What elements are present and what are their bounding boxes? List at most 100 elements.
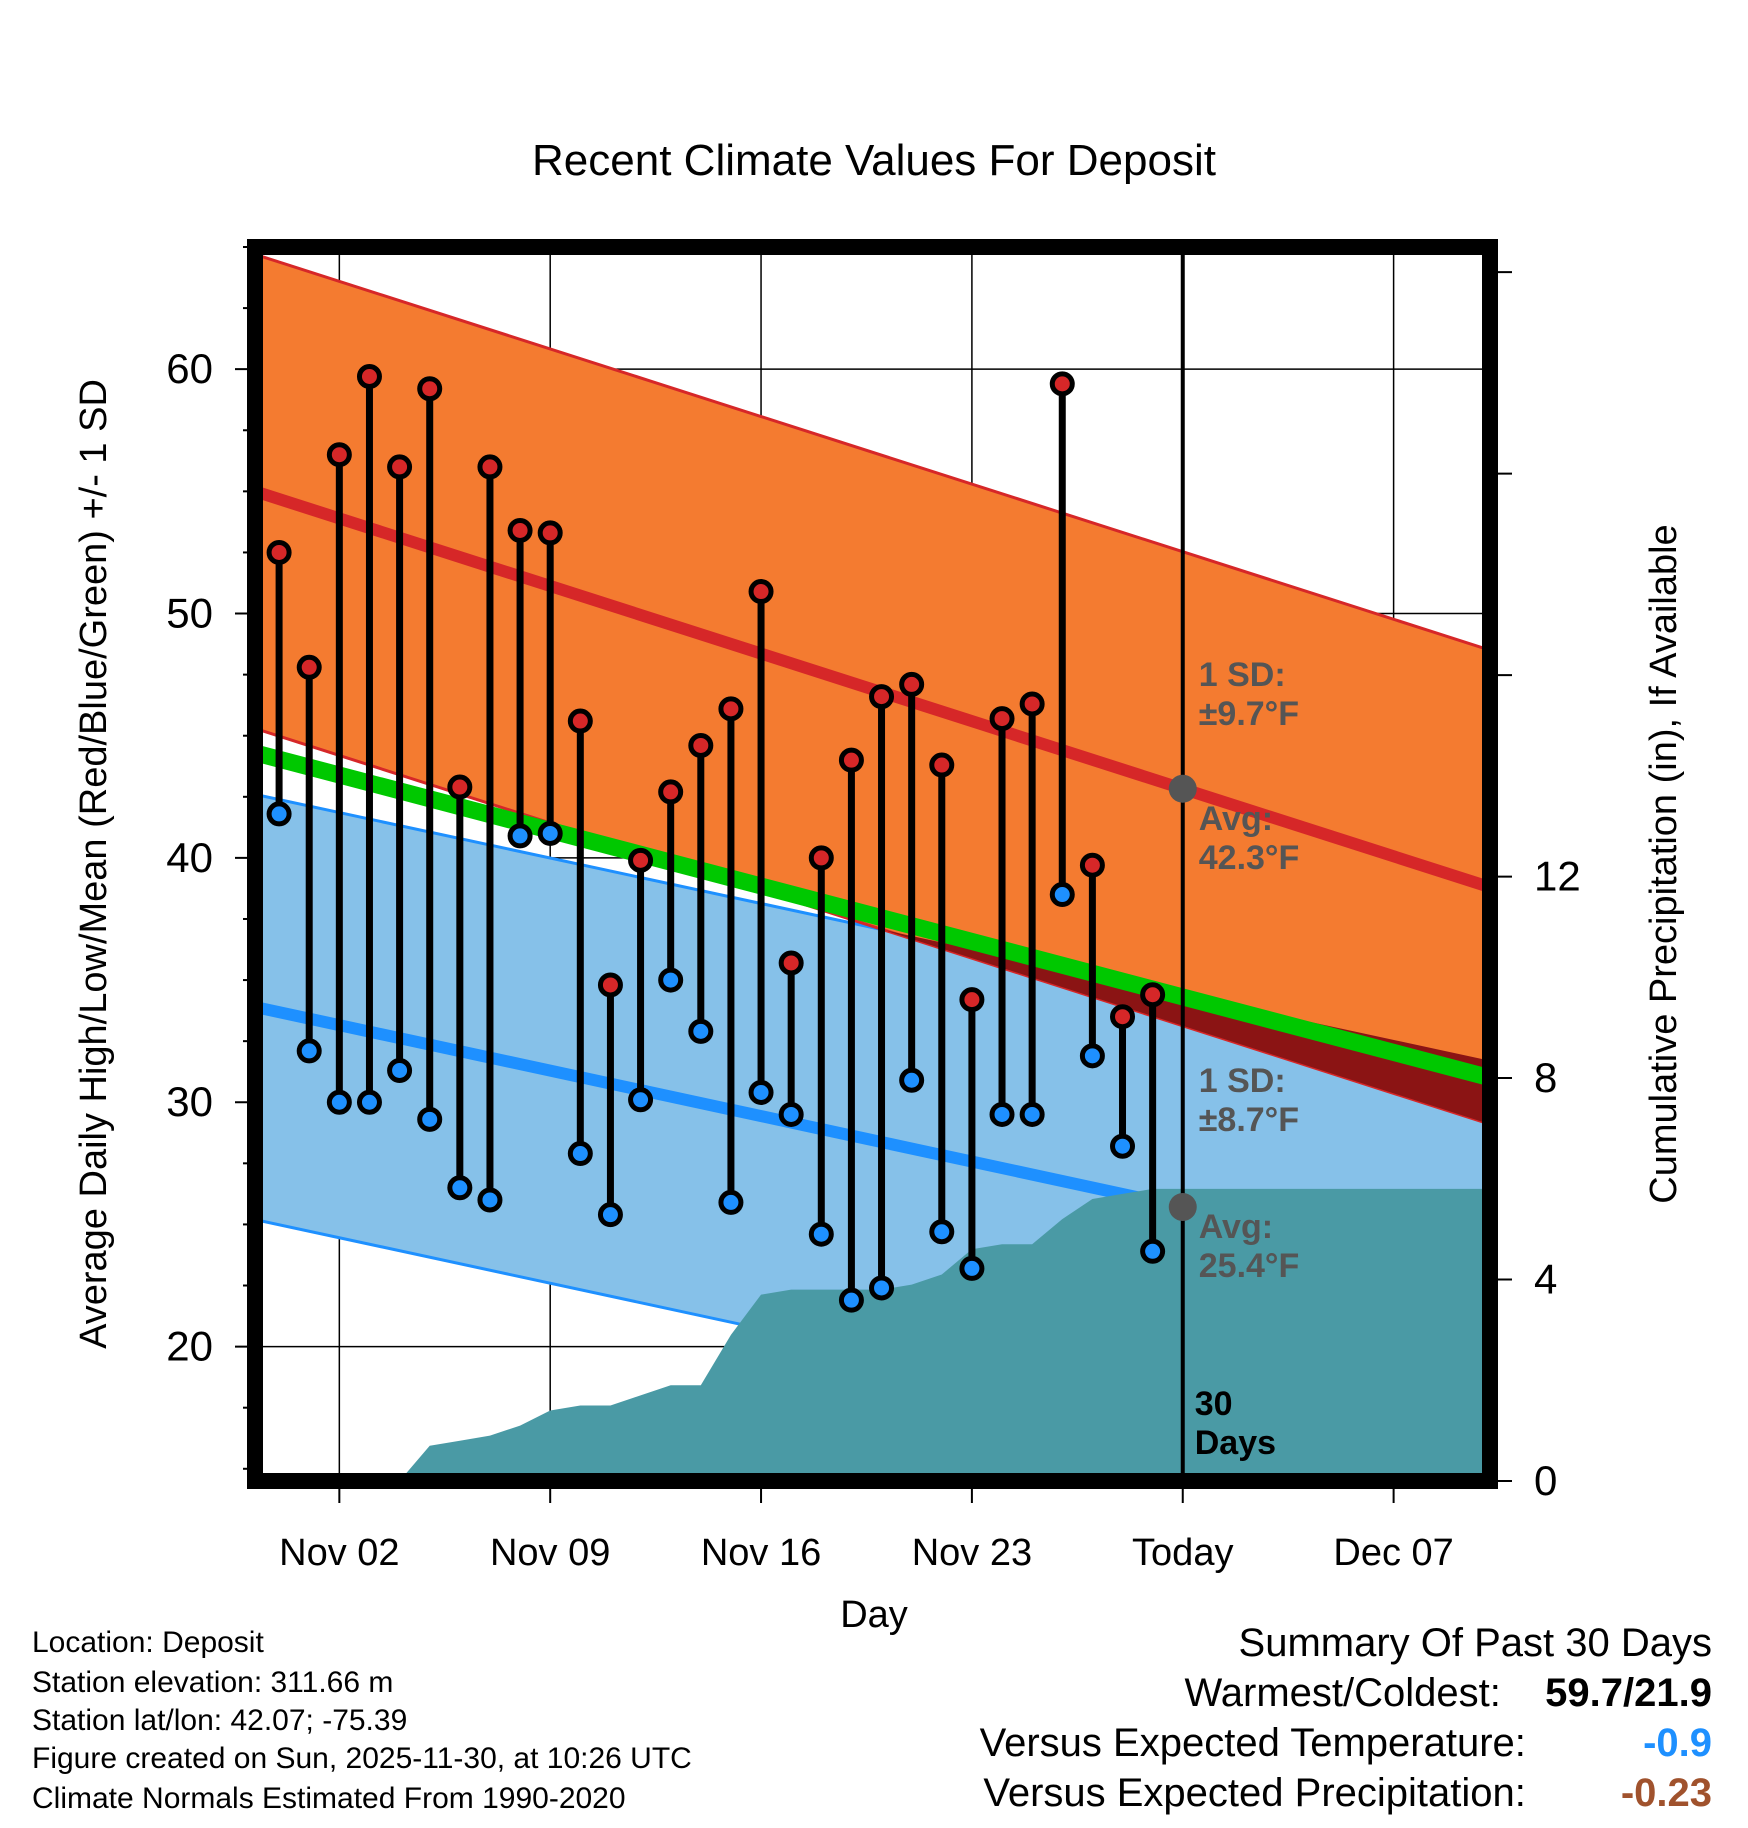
daily-low-point — [1049, 882, 1075, 908]
daily-low-point — [1110, 1133, 1136, 1159]
daily-high-point — [869, 684, 895, 710]
daily-high-point — [326, 442, 352, 468]
y2-axis-label: Cumulative Precipitation (in), If Availa… — [1643, 524, 1685, 1203]
info-elevation: Station elevation: 311.66 m — [32, 1666, 394, 1699]
today-high-avg-marker — [1168, 774, 1197, 803]
daily-high-point — [447, 774, 473, 800]
high-sd-value: ±9.7°F — [1199, 695, 1299, 733]
daily-low-point — [718, 1189, 744, 1215]
daily-low-point — [929, 1219, 955, 1245]
daily-low-point — [1079, 1043, 1105, 1069]
daily-high-point — [929, 752, 955, 778]
y-tick-label: 20 — [166, 1323, 213, 1370]
daily-low-point — [778, 1101, 804, 1127]
x-tick-label: Today — [1132, 1532, 1233, 1574]
info-normals: Climate Normals Estimated From 1990-2020 — [32, 1782, 626, 1815]
summary-temp-value: -0.9 — [1643, 1721, 1712, 1765]
summary-temp: Versus Expected Temperature: -0.9 — [980, 1718, 1712, 1768]
daily-low-point — [477, 1187, 503, 1213]
summary-warm-cold-value: 59.7/21.9 — [1545, 1671, 1712, 1715]
daily-high-point — [899, 671, 925, 697]
daily-high-point — [1110, 1004, 1136, 1030]
daily-high-point — [417, 376, 443, 402]
daily-low-point — [417, 1106, 443, 1132]
y-tick-label: 30 — [166, 1078, 213, 1125]
info-created: Figure created on Sun, 2025-11-30, at 10… — [32, 1742, 692, 1775]
daily-high-point — [387, 454, 413, 480]
daily-low-point — [899, 1067, 925, 1093]
daily-high-point — [356, 364, 382, 390]
daily-low-point — [266, 801, 292, 827]
low-avg-value: 25.4°F — [1199, 1247, 1300, 1285]
low-sd-label: 1 SD: — [1199, 1062, 1286, 1100]
today-low-avg-marker — [1168, 1193, 1197, 1222]
daily-high-point — [296, 654, 322, 680]
window-label: Days — [1195, 1424, 1276, 1462]
y2-tick-label: 12 — [1534, 853, 1581, 900]
daily-low-point — [808, 1221, 834, 1247]
high-avg-label: Avg: — [1199, 800, 1273, 838]
daily-high-point — [266, 539, 292, 565]
daily-low-point — [507, 823, 533, 849]
daily-low-point — [989, 1101, 1015, 1127]
summary-warm-cold: Warmest/Coldest: 59.7/21.9 — [980, 1668, 1713, 1718]
daily-high-point — [838, 747, 864, 773]
chart-title: Recent Climate Values For Deposit — [532, 136, 1216, 185]
low-avg-label: Avg: — [1199, 1208, 1273, 1246]
daily-high-point — [748, 579, 774, 605]
sd-overlap — [884, 930, 1490, 1125]
y2-tick-label: 4 — [1534, 1256, 1557, 1303]
daily-high-point — [537, 520, 563, 546]
daily-high-point — [1019, 691, 1045, 717]
summary-warm-cold-label: Warmest/Coldest: — [1184, 1671, 1501, 1715]
info-location: Location: Deposit — [32, 1626, 264, 1659]
high-avg-value: 42.3°F — [1199, 839, 1300, 877]
daily-high-point — [778, 950, 804, 976]
daily-high-point — [989, 706, 1015, 732]
daily-low-point — [1140, 1238, 1166, 1264]
summary-precip-value: -0.23 — [1620, 1771, 1712, 1815]
daily-low-point — [387, 1057, 413, 1083]
daily-low-point — [447, 1175, 473, 1201]
daily-low-point — [628, 1087, 654, 1113]
x-tick-label: Nov 23 — [912, 1532, 1032, 1574]
daily-high-point — [628, 847, 654, 873]
daily-low-point — [356, 1089, 382, 1115]
daily-high-point — [959, 987, 985, 1013]
daily-high-point — [658, 779, 684, 805]
daily-low-point — [296, 1038, 322, 1064]
x-tick-label: Nov 02 — [279, 1532, 399, 1574]
daily-low-point — [688, 1018, 714, 1044]
plot-frame — [247, 239, 1498, 1489]
window-number: 30 — [1195, 1385, 1233, 1423]
y-axis-label: Average Daily High/Low/Mean (Red/Blue/Gr… — [73, 379, 115, 1349]
daily-low-point — [748, 1079, 774, 1105]
daily-high-point — [688, 732, 714, 758]
x-tick-label: Dec 07 — [1333, 1532, 1453, 1574]
daily-high-point — [718, 696, 744, 722]
summary-temp-label: Versus Expected Temperature: — [979, 1721, 1526, 1765]
low-sd-value: ±8.7°F — [1199, 1101, 1299, 1139]
daily-high-point — [1049, 371, 1075, 397]
daily-low-point — [1019, 1101, 1045, 1127]
daily-low-point — [959, 1255, 985, 1281]
daily-low-point — [567, 1141, 593, 1167]
daily-low-point — [838, 1287, 864, 1313]
daily-high-point — [1079, 852, 1105, 878]
daily-high-point — [808, 845, 834, 871]
high-sd-label: 1 SD: — [1199, 656, 1286, 694]
daily-high-point — [567, 708, 593, 734]
y2-tick-label: 0 — [1534, 1457, 1557, 1504]
daily-low-point — [597, 1202, 623, 1228]
daily-high-point — [597, 972, 623, 998]
daily-low-point — [658, 967, 684, 993]
daily-low-point — [326, 1089, 352, 1115]
x-tick-label: Nov 16 — [701, 1532, 821, 1574]
y-tick-label: 50 — [166, 590, 213, 637]
summary-precip-label: Versus Expected Precipitation: — [983, 1771, 1526, 1815]
daily-high-point — [507, 517, 533, 543]
daily-high-point — [477, 454, 503, 480]
info-latlon: Station lat/lon: 42.07; -75.39 — [32, 1704, 408, 1737]
high-sd-band-upper — [255, 252, 1490, 652]
